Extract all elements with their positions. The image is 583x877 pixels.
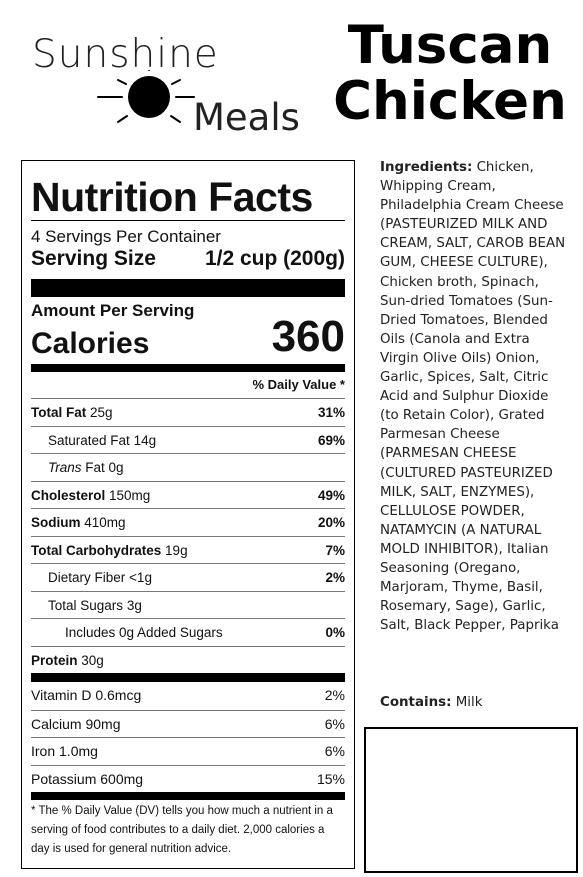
nutrient-row-protein: Protein 30g	[31, 645, 345, 674]
medium-divider	[31, 364, 345, 372]
nutrient-row-added-sugars: Includes 0g Added Sugars 0%	[31, 618, 345, 646]
vitamin-row-calcium: Calcium 90mg 6%	[31, 709, 345, 738]
nutrient-amount: 14g	[133, 432, 157, 448]
nutrient-name: Saturated Fat	[48, 432, 130, 448]
vitamin-dv: 15%	[316, 770, 345, 787]
ingredients-text: Chicken, Whipping Cream, Philadelphia Cr…	[380, 160, 566, 634]
nutrient-amount: 30g	[81, 652, 104, 668]
contains-value: Milk	[455, 695, 483, 710]
nutrient-row-trans-fat: Trans Fat 0g	[31, 453, 345, 481]
brand-name-line1: Sunshine	[32, 32, 219, 77]
nutrient-row-saturated-fat: Saturated Fat 14g 69%	[31, 425, 345, 454]
nutrient-row-dietary-fiber: Dietary Fiber <1g 2%	[31, 563, 345, 591]
vitamin-label: Vitamin D 0.6mcg	[31, 687, 142, 703]
product-title-line2: Chicken	[333, 71, 567, 132]
calories-row: Calories 360	[31, 314, 345, 360]
nutrient-amount: 150mg	[109, 487, 151, 503]
nutrient-row-sodium: Sodium 410mg 20%	[31, 508, 345, 536]
amount-per-serving: Amount Per Serving	[31, 301, 195, 320]
nutrient-dv: 20%	[317, 515, 345, 530]
vitamin-row-potassium: Potassium 600mg 15%	[31, 764, 345, 793]
nutrient-dv: 2%	[325, 570, 345, 585]
nutrient-dv: 0%	[325, 625, 345, 640]
nutrient-amount: 3g	[126, 597, 142, 613]
nutrient-name: Total Carbohydrates	[31, 542, 162, 558]
daily-value-header: % Daily Value *	[252, 377, 346, 392]
sun-icon	[97, 70, 195, 123]
product-title-line1: Tuscan	[347, 15, 553, 76]
vitamin-dv: 6%	[324, 715, 345, 732]
vitamin-label: Iron 1.0mg	[31, 743, 98, 760]
vitamin-dv: 2%	[324, 687, 345, 703]
vitamin-row-vitamin-d: Vitamin D 0.6mcg 2%	[31, 682, 345, 710]
product-title: Tuscan Chicken	[320, 18, 580, 130]
serving-size-value: 1/2 cup (200g)	[204, 247, 345, 270]
nutrient-name: Total Fat	[31, 405, 87, 420]
serving-size-row: Serving Size 1/2 cup (200g)	[31, 247, 345, 271]
allergen-statement: Contains: Milk	[380, 695, 482, 710]
vitamin-dv: 6%	[324, 743, 345, 760]
nutrient-name: Fat	[81, 460, 105, 475]
divider	[31, 220, 345, 221]
nutrient-row-total-sugars: Total Sugars 3g	[31, 590, 345, 619]
servings-per-container: 4 Servings Per Container	[31, 227, 221, 246]
nutrient-name: Cholesterol	[31, 487, 106, 503]
thick-divider	[31, 792, 345, 801]
nutrient-name-italic: Trans	[48, 460, 82, 475]
nutrient-amount: 0g	[108, 460, 124, 475]
blank-box	[364, 727, 578, 873]
ingredients-block: Ingredients: Chicken, Whipping Cream, Ph…	[380, 158, 570, 635]
nutrient-amount: 25g	[90, 405, 113, 420]
nutrient-row-total-carbohydrates: Total Carbohydrates 19g 7%	[31, 535, 345, 564]
calories-value: 360	[271, 312, 345, 361]
nutrient-name: Sodium	[31, 515, 81, 530]
nutrient-dv: 49%	[317, 487, 345, 503]
nutrient-row-cholesterol: Cholesterol 150mg 49%	[31, 480, 345, 509]
calories-label: Calories	[31, 327, 150, 360]
nutrient-name: Dietary Fiber	[48, 570, 126, 585]
ingredients-label: Ingredients:	[380, 160, 473, 175]
nutrient-dv: 7%	[325, 542, 345, 558]
nutrient-row-total-fat: Total Fat 25g 31%	[31, 398, 345, 426]
thick-divider	[31, 673, 345, 682]
nutrient-name: Protein	[31, 652, 78, 668]
nutrient-amount: <1g	[129, 570, 152, 585]
brand-logo: Sunshine Meals	[30, 30, 310, 140]
nutrient-dv: 31%	[317, 405, 345, 420]
nutrient-dv: 69%	[317, 432, 345, 448]
thick-divider	[31, 279, 345, 297]
nutrition-facts-label: Nutrition Facts 4 Servings Per Container…	[21, 160, 355, 869]
brand-name-line2: Meals	[193, 96, 300, 139]
daily-value-footnote: * The % Daily Value (DV) tells you how m…	[31, 805, 333, 856]
nutrition-facts-heading: Nutrition Facts	[31, 174, 313, 220]
nutrient-name: Total Sugars	[48, 597, 124, 613]
contains-label: Contains:	[380, 695, 452, 710]
serving-size-label: Serving Size	[31, 247, 156, 270]
nutrient-amount: 19g	[165, 542, 188, 558]
nutrient-amount: 410mg	[84, 515, 126, 530]
vitamin-label: Potassium 600mg	[31, 770, 144, 787]
vitamin-row-iron: Iron 1.0mg 6%	[31, 737, 345, 765]
nutrient-name: Includes 0g Added Sugars	[65, 625, 223, 640]
vitamin-label: Calcium 90mg	[31, 715, 121, 732]
